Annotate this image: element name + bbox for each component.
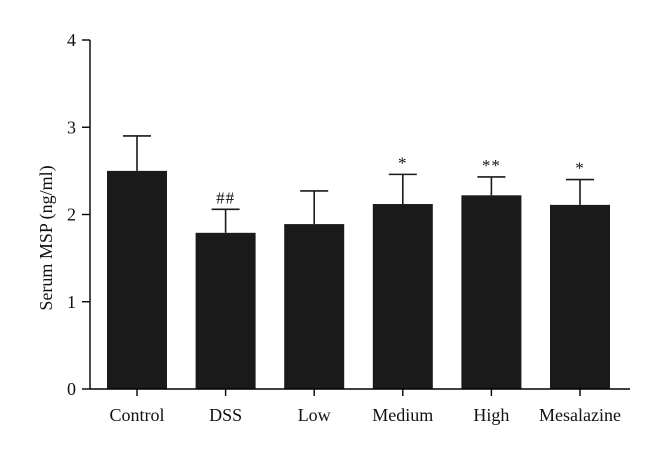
x-category-label: Mesalazine [539, 405, 621, 425]
y-axis-label: Serum MSP (ng/ml) [36, 165, 57, 310]
y-tick-label: 4 [67, 30, 76, 50]
bar-high [461, 195, 522, 389]
bar-dss [195, 232, 256, 389]
significance-marker: * [575, 159, 585, 178]
significance-marker: ## [216, 188, 235, 207]
x-axis: Control DSS Low Medium High Mesalazine [90, 388, 630, 425]
bar-mesalazine [550, 204, 610, 389]
x-category-label: High [473, 405, 509, 425]
y-tick-label: 0 [67, 379, 76, 399]
x-category-label: DSS [209, 405, 242, 425]
significance-marker: * [398, 153, 408, 172]
y-axis: 0 1 2 3 4 [67, 30, 91, 399]
bar-low [284, 224, 345, 389]
y-tick-label: 2 [67, 205, 76, 225]
x-category-label: Low [298, 405, 331, 425]
bar-medium [372, 204, 433, 389]
significance-marker: ** [482, 156, 501, 175]
y-tick-label: 3 [67, 117, 76, 137]
x-category-label: Control [109, 405, 164, 425]
x-category-label: Medium [372, 405, 433, 425]
bars-group: ##* ** * [107, 135, 610, 389]
bar-control [107, 170, 167, 389]
y-tick-label: 1 [67, 292, 76, 312]
